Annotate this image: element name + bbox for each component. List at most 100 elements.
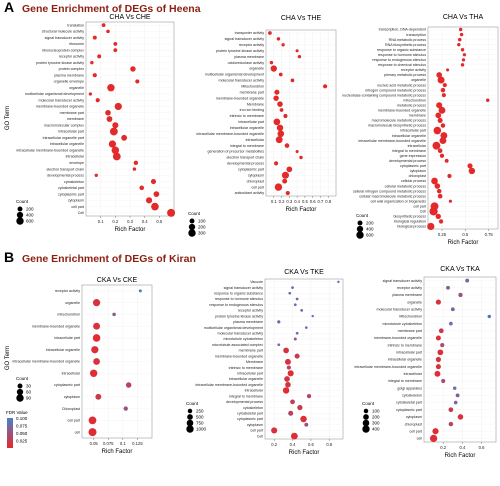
data-point: [277, 343, 281, 347]
category-label: protein complex: [59, 67, 85, 71]
count-legend-label: 300: [198, 231, 206, 236]
count-legend-label: 60: [26, 390, 32, 395]
category-label: multicellular organismal development: [204, 326, 263, 330]
category-label: translation: [67, 23, 84, 27]
count-legend-dot: [16, 388, 24, 396]
panel-a-letter: A: [4, 0, 14, 15]
data-point: [269, 60, 274, 65]
data-point: [90, 60, 94, 65]
x-tick-label: 0.5: [302, 199, 308, 204]
data-point: [279, 108, 284, 112]
data-point: [487, 314, 491, 319]
x-tick-label: 0.2: [440, 445, 446, 450]
category-label: cell part: [409, 429, 422, 433]
plot-area: [265, 29, 337, 197]
chart-title: CHA Vs CHE: [109, 14, 151, 21]
count-legend-label: 400: [372, 427, 380, 432]
category-label: cytoskeleton: [64, 180, 84, 184]
data-point: [132, 167, 137, 171]
category-label: integral to membrane: [388, 379, 422, 383]
category-label: cytoskeleton: [243, 406, 263, 410]
count-legend-dot: [188, 223, 196, 231]
category-label: integral to membrane: [392, 149, 426, 153]
data-point: [461, 58, 466, 62]
x-tick-label: 0.3: [127, 219, 133, 224]
category-label: intracellular membrane-bounded organelle: [358, 139, 426, 143]
data-point: [448, 407, 454, 413]
category-label: response to endogenous stimulus: [209, 303, 263, 307]
x-tick-label: 0.1: [271, 199, 277, 204]
category-label: RNA biosynthetic process: [385, 43, 426, 47]
x-tick-label: 0.4: [142, 219, 148, 224]
data-point: [429, 434, 438, 443]
category-label: generation of precursor metabolites: [207, 150, 264, 154]
category-label: cellular process: [401, 179, 426, 183]
chart-cha-vs-the: CHA Vs THE 0.1 0.2 0.3 0.4 0.5 0.6 0.7 0.8 transp…: [188, 15, 337, 237]
x-tick-label: 0.1: [120, 441, 126, 446]
category-label: membrane-bounded organelle: [36, 105, 84, 109]
category-label: RNA metabolic process: [389, 38, 427, 42]
count-legend-label: 200: [26, 207, 34, 212]
data-point: [437, 148, 443, 154]
category-label: protein tyrosine kinase activity: [216, 49, 264, 53]
category-label: structural molecule activity: [42, 30, 84, 34]
data-point: [440, 87, 446, 93]
category-label: intracellular part: [238, 120, 264, 124]
data-point: [92, 73, 97, 78]
category-label: developmental process: [226, 400, 263, 404]
data-point: [284, 358, 291, 365]
category-label: intracellular part: [396, 351, 422, 355]
data-point: [294, 353, 300, 359]
data-point: [441, 93, 446, 98]
data-point: [431, 177, 438, 185]
category-label: protein tyrosine kinase activity: [36, 61, 84, 65]
data-point: [436, 102, 443, 109]
data-point: [151, 202, 159, 211]
data-point: [92, 299, 101, 307]
data-point: [304, 422, 309, 427]
x-tick-label: 0.7: [318, 199, 324, 204]
data-point: [432, 141, 441, 150]
category-label: organelle: [249, 67, 264, 71]
category-label: organelle: [69, 86, 84, 90]
category-label: cell part: [67, 419, 80, 423]
count-legend-dot: [186, 419, 194, 427]
fdr-tick-label: 0.050: [16, 431, 28, 436]
data-point: [450, 307, 455, 312]
data-point: [284, 376, 290, 382]
category-label: intracellular: [62, 371, 81, 375]
category-label: Cell: [420, 210, 426, 214]
count-legend-title: Count: [16, 376, 29, 381]
data-point: [130, 66, 136, 72]
category-label: integral to membrane: [230, 144, 264, 148]
data-point: [459, 32, 464, 37]
category-label: antioxidant activity: [235, 191, 265, 195]
category-label: organelle: [407, 300, 422, 304]
x-tick-label: 0.2: [112, 219, 118, 224]
category-label: membrane: [409, 114, 426, 118]
x-tick-label: 0.5: [156, 219, 162, 224]
count-legend-dot: [17, 206, 23, 212]
count-legend-dot: [187, 414, 193, 420]
data-point: [437, 349, 444, 356]
data-point: [277, 101, 283, 107]
data-point: [107, 84, 115, 92]
category-label: molecular transducer activity: [218, 79, 264, 83]
category-label: cytoplasm: [68, 199, 84, 203]
category-label: cytoskeletal part: [396, 401, 422, 405]
data-point: [91, 346, 99, 354]
count-legend-dot: [16, 394, 24, 402]
category-label: intracellular part: [54, 336, 80, 340]
data-point: [93, 358, 100, 365]
x-tick-label: 0.3: [286, 199, 292, 204]
count-legend-dot: [189, 218, 195, 224]
data-point: [429, 207, 438, 216]
data-point: [304, 326, 308, 329]
category-label: chloroplast: [247, 179, 264, 183]
category-label: gene expression: [400, 154, 426, 158]
data-point: [447, 173, 452, 179]
category-label: plasma membrane: [234, 55, 264, 59]
chart-title: CHA Vs THA: [443, 14, 484, 21]
category-label: cell part: [71, 205, 84, 209]
x-tick-label: 0.4: [294, 199, 300, 204]
